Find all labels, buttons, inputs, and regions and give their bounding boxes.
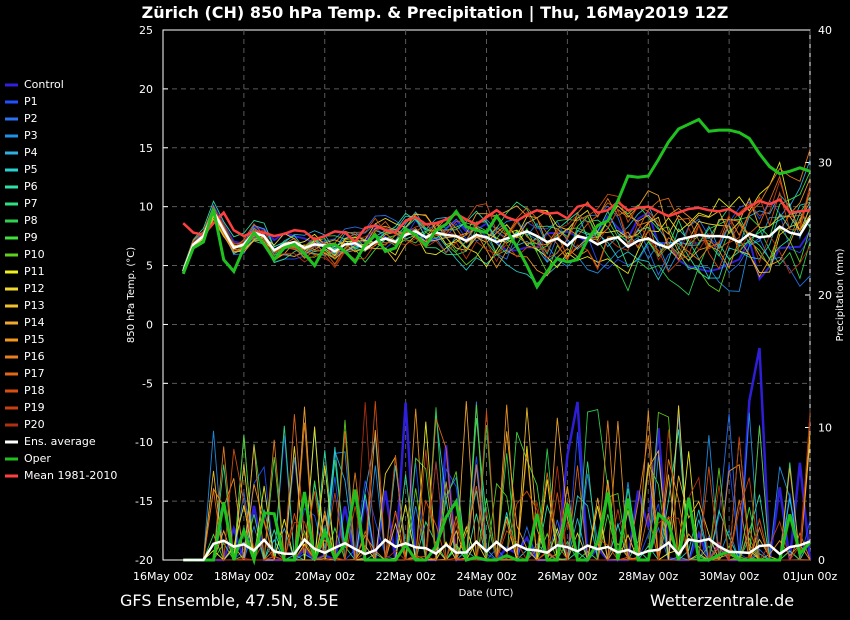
y-tick-label: 5 [146,260,153,273]
x-tick-label: 16May 00z [133,570,193,583]
y-tick-label: 15 [139,142,153,155]
y-tick-label: -5 [142,377,153,390]
legend-label: P5 [24,163,38,176]
y-axis-label: 850 hPa Temp. (°C) [126,247,137,343]
x-tick-label: 30May 00z [699,570,759,583]
series-p12-precip [183,405,811,562]
y2-axis-label: Precipitation (mm) [835,248,846,341]
series-p20-temp [182,207,811,274]
y2-tick-label: 20 [818,289,832,302]
legend-label: P16 [24,350,45,363]
legend-label: P11 [24,265,45,278]
series-p10-precip [183,404,810,562]
legend-label: P4 [24,146,38,159]
x-tick-label: 22May 00z [376,570,436,583]
legend: Control P1 P2 P3 P4 P5 P6 P7 P8 P9 P10 P11 P12 P13 P14… [5,78,117,482]
chart-title: Zürich (CH) 850 hPa Temp. & Precipitatio… [142,3,729,23]
y2-tick-label: 0 [818,554,825,567]
series-mean-1981-2010-temp [182,198,811,244]
x-tick-label: 28May 00z [618,570,678,583]
y-axis: 25 20 15 10 5 0 -5 -10 -15 -20 [135,24,168,567]
legend-label: P12 [24,282,45,295]
legend-label: P10 [24,248,45,261]
legend-label: P2 [24,112,38,125]
legend-label: Control [24,78,64,91]
legend-label: P1 [24,95,38,108]
legend-label: Ens. average [24,435,96,448]
series-oper-temp [181,117,811,290]
series-p4-temp [182,160,811,269]
legend-label: P8 [24,214,38,227]
legend-label: P14 [24,316,45,329]
legend-label: P6 [24,180,38,193]
footer-left: GFS Ensemble, 47.5N, 8.5E [120,591,339,610]
x-axis: 16May 00z 18May 00z 20May 00z 22May 00z 24Ma… [133,570,837,583]
series-p12-temp [182,190,811,274]
series-ens-average-temp [182,208,812,272]
x-axis-label: Date (UTC) [459,588,514,599]
legend-label: P13 [24,299,45,312]
y2-axis: 40 30 20 10 0 [805,24,832,567]
legend-label: P18 [24,384,45,397]
legend-label: Mean 1981-2010 [24,469,117,482]
legend-label: P3 [24,129,38,142]
y-tick-label: -20 [135,554,153,567]
series-ens-average-precip [183,537,811,562]
x-tick-label: 20May 00z [295,570,355,583]
y-tick-label: 25 [139,24,153,37]
series-p15-precip [183,404,811,561]
x-tick-label: 24May 00z [456,570,516,583]
legend-label: P9 [24,231,38,244]
y-tick-label: 10 [139,201,153,214]
y-tick-label: 20 [139,83,153,96]
y2-tick-label: 40 [818,24,832,37]
y2-tick-label: 30 [818,157,832,170]
x-tick-label: 26May 00z [537,570,597,583]
y-tick-label: -10 [135,436,153,449]
series-p7-temp [182,196,811,270]
y2-tick-label: 10 [818,422,832,435]
legend-label: P7 [24,197,38,210]
legend-label: P17 [24,367,45,380]
legend-label: Oper [24,452,51,465]
legend-label: P20 [24,418,45,431]
main-series [181,117,812,566]
legend-label: P19 [24,401,45,414]
x-tick-label: 01Jun 00z [783,570,838,583]
footer-right: Wetterzentrale.de [650,591,794,610]
legend-label: P15 [24,333,45,346]
x-tick-label: 18May 00z [214,570,274,583]
y-tick-label: 0 [146,318,153,331]
y-tick-label: -15 [135,495,153,508]
series-p16-temp [182,149,811,274]
series-oper-precip [183,489,812,566]
